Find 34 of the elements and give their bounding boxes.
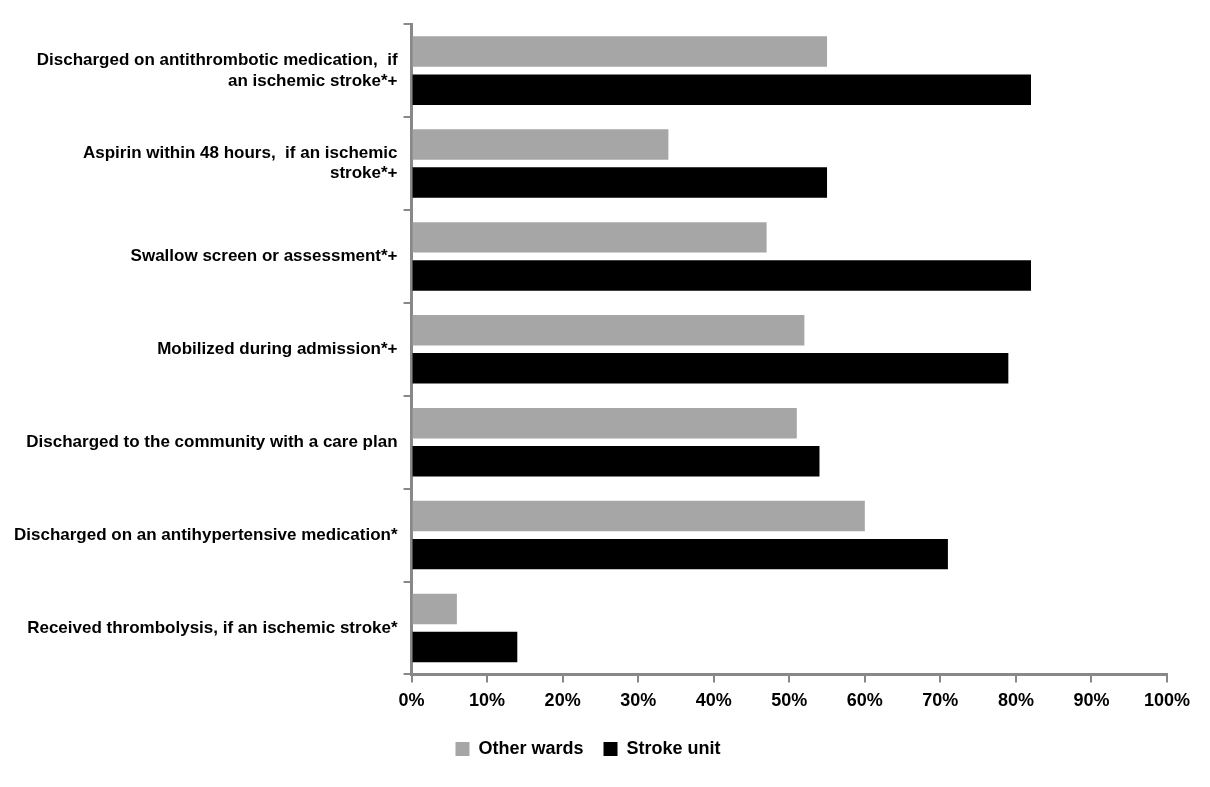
bar (412, 353, 1009, 384)
x-tick-label: 20% (544, 690, 581, 711)
x-tick-label: 90% (1073, 690, 1110, 711)
x-tick-label: 60% (846, 690, 883, 711)
y-tick-label: Swallow screen or assessment*+ (130, 246, 398, 266)
x-tick-label: 0% (398, 690, 425, 711)
bar (412, 74, 1031, 105)
bar (412, 407, 797, 439)
y-tick-label: Discharged on an antihypertensive medication* (14, 524, 398, 544)
bar (412, 167, 828, 198)
bar (412, 315, 805, 346)
y-tick-label: Mobilized during admission*+ (157, 338, 398, 358)
x-tick-label: 40% (695, 690, 732, 711)
x-tick-label: 70% (922, 690, 959, 711)
x-tick-label: 10% (469, 690, 506, 711)
legend-label: Stroke unit (626, 737, 721, 758)
x-tick-label: 50% (771, 690, 808, 711)
bar (412, 445, 820, 477)
x-tick-label: 100% (1143, 690, 1190, 711)
y-tick-label: Aspirin within 48 hours, if an ischemic stroke*+ (82, 143, 398, 183)
bar (412, 129, 669, 160)
x-tick-label: 80% (997, 690, 1034, 711)
y-tick-label: Discharged on antithrombotic medication, if an ischemic stroke*+ (36, 50, 398, 90)
bar (412, 500, 865, 532)
y-tick-label: Discharged to the community with a care plan (26, 431, 398, 451)
x-tick-label: 30% (620, 690, 657, 711)
bar (412, 222, 767, 253)
y-tick-label: Received thrombolysis, if an ischemic stroke* (27, 617, 398, 637)
legend-label: Other wards (478, 737, 584, 758)
bar (412, 260, 1031, 291)
bar (412, 593, 457, 625)
bar (412, 538, 948, 570)
bar (412, 36, 828, 67)
bar (412, 631, 518, 663)
